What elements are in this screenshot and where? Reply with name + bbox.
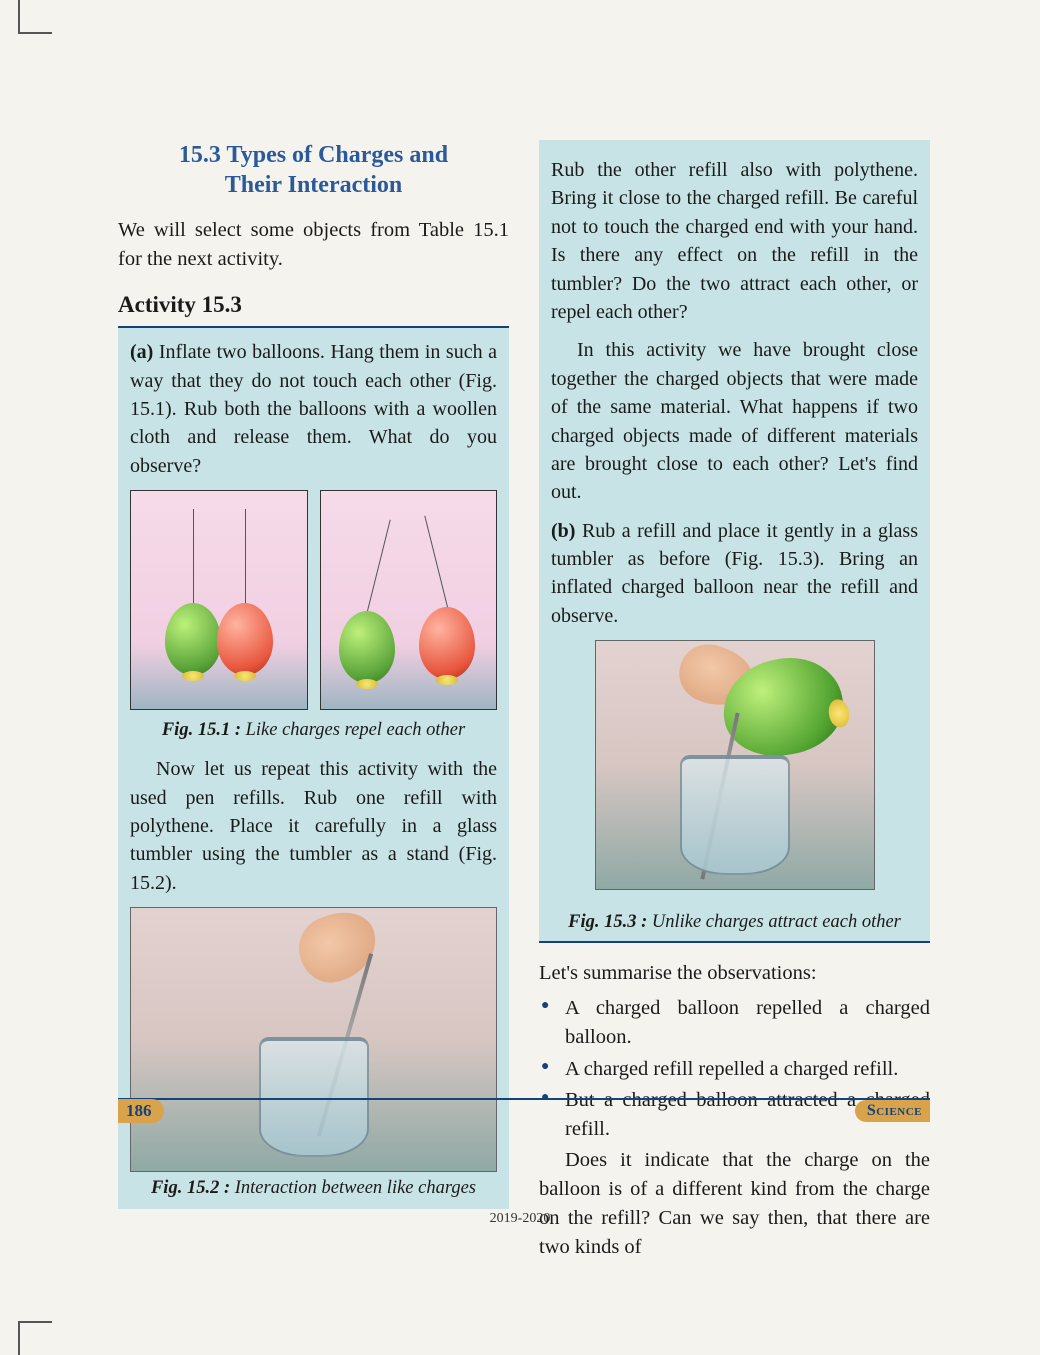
figure-15-3 (595, 640, 875, 890)
right-para-1: Rub the other refill also with polythene… (551, 156, 918, 326)
page-number: 186 (118, 1099, 164, 1123)
crop-mark-top-left (18, 0, 52, 34)
page-footer: 186 Science (118, 1098, 930, 1123)
activity-box-left: (a) Inflate two balloons. Hang them in s… (118, 326, 509, 1209)
right-para-2: In this activity we have brought close t… (551, 336, 918, 506)
part-a-label: (a) (130, 341, 153, 363)
figure-15-1: .fig-img:nth-child(2) .b-green::before{t… (130, 490, 497, 710)
obs-item-1: A charged balloon repelled a charged bal… (539, 994, 930, 1052)
fig3-text: Unlike charges attract each other (652, 912, 901, 932)
fig1-num: Fig. 15.1 : (162, 720, 246, 740)
figure-15-2-caption: Fig. 15.2 : Interaction between like cha… (130, 1178, 497, 1199)
glass-icon-2 (680, 755, 790, 875)
figure-15-2 (130, 907, 497, 1172)
conclusion-para: Does it indicate that the charge on the … (539, 1146, 930, 1262)
obs-item-2: A charged refill repelled a charged refi… (539, 1055, 930, 1084)
edition-year: 2019-2020 (0, 1211, 1040, 1227)
figure-15-1-caption: Fig. 15.1 : Like charges repel each othe… (130, 720, 497, 741)
activity-mid-text: Now let us repeat this activity with the… (130, 755, 497, 897)
section-intro: We will select some objects from Table 1… (118, 216, 509, 274)
summary-lead: Let's summarise the observations: (539, 959, 930, 988)
figure-15-3-caption: Fig. 15.3 : Unlike charges attract each … (539, 906, 930, 943)
activity-part-b: (b) Rub a refill and place it gently in … (551, 517, 918, 631)
activity-heading: Activity 15.3 (118, 292, 509, 318)
fig2-text: Interaction between like charges (235, 1178, 476, 1198)
figure-15-1-left (130, 490, 308, 710)
activity-box-right: Rub the other refill also with polythene… (539, 140, 930, 906)
crop-mark-bottom-left (18, 1321, 52, 1355)
fig2-num: Fig. 15.2 : (151, 1178, 235, 1198)
subject-badge: Science (855, 1100, 930, 1122)
figure-15-1-right: .fig-img:nth-child(2) .b-green::before{t… (320, 490, 498, 710)
section-heading: 15.3 Types of Charges and Their Interact… (118, 140, 509, 200)
right-column: Rub the other refill also with polythene… (539, 140, 930, 1262)
fig3-num: Fig. 15.3 : (568, 912, 652, 932)
left-column: 15.3 Types of Charges and Their Interact… (118, 140, 509, 1262)
section-title-line2: Their Interaction (225, 172, 403, 198)
section-title-line1: 15.3 Types of Charges and (179, 142, 448, 168)
part-a-text: Inflate two balloons. Hang them in such … (130, 341, 497, 477)
activity-part-a: (a) Inflate two balloons. Hang them in s… (130, 338, 497, 480)
hand-icon (291, 904, 386, 991)
fig1-text: Like charges repel each other (246, 720, 466, 740)
part-b-text: Rub a refill and place it gently in a gl… (551, 520, 918, 627)
page-content: 15.3 Types of Charges and Their Interact… (118, 140, 930, 1262)
part-b-label: (b) (551, 520, 575, 542)
